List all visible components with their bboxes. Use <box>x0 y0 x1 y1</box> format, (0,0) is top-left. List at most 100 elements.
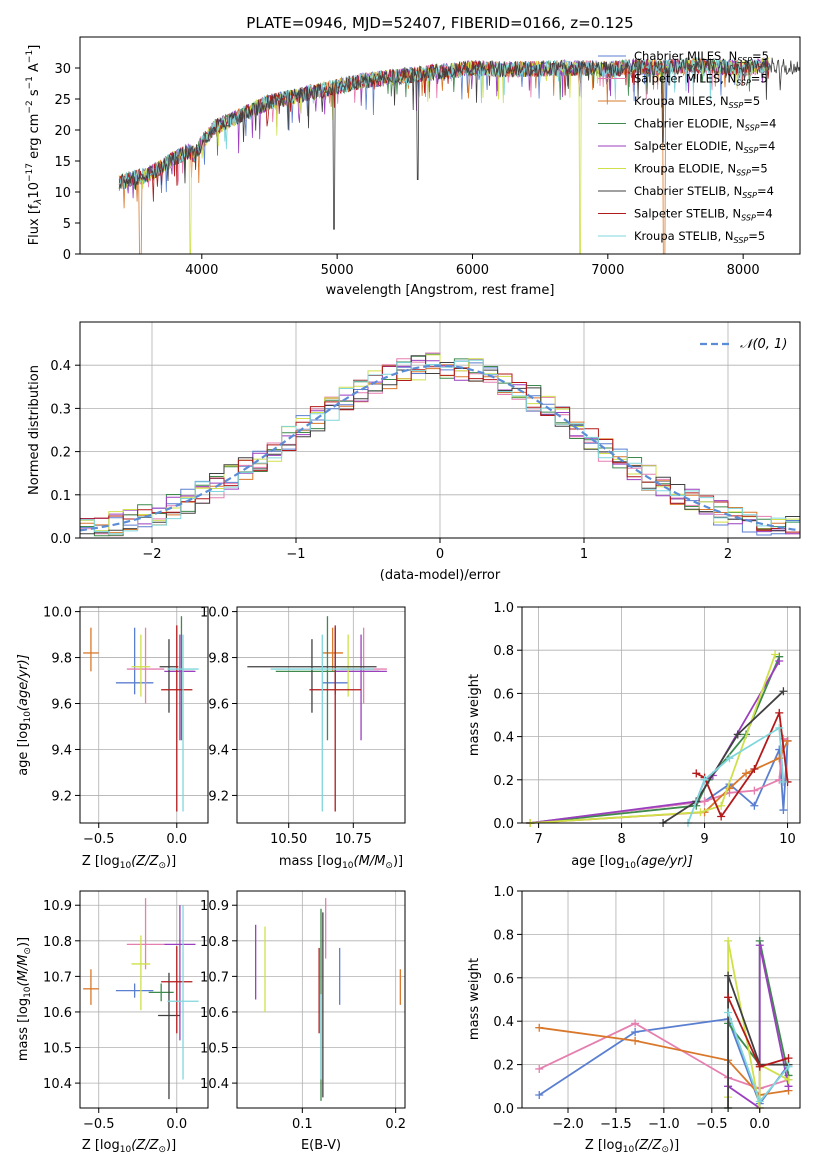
weight-series-line <box>530 660 781 824</box>
y-tick-label: 9.2 <box>208 789 229 804</box>
spectrum-series-line <box>118 56 770 255</box>
y-tick-label: 0.4 <box>493 1015 514 1030</box>
x-tick-label: 7000 <box>591 263 624 278</box>
y-tick-label: 5 <box>63 217 71 232</box>
axes-frame <box>521 890 801 1109</box>
z-age-y-label: age [log10(age/yr)] <box>16 654 33 776</box>
y-tick-label: 10.7 <box>43 970 72 985</box>
y-tick-label: 9.8 <box>51 652 72 667</box>
weight-point-marker <box>631 1036 640 1045</box>
weight-point-marker <box>733 730 742 739</box>
z-mass-y-label: mass [log10(M/M⊙)] <box>16 937 33 1061</box>
y-tick-label: 10 <box>54 186 71 201</box>
y-tick-label: 15 <box>54 155 71 170</box>
ebv-x-label: E(B-V) <box>301 1138 341 1153</box>
x-tick-label: 10.50 <box>270 832 307 847</box>
weight-point-marker <box>784 1054 793 1063</box>
weight-point-marker <box>535 1064 544 1073</box>
spectrum-x-label: wavelength [Angstrom, rest frame] <box>326 283 555 298</box>
legend-entry: Salpeter MILES, NSSP=5 <box>634 72 768 88</box>
z-age-x-label: Z [log10(Z/Z⊙)] <box>82 854 176 871</box>
y-tick-label: 30 <box>54 62 71 77</box>
x-tick-label: 2 <box>724 547 732 562</box>
y-tick-label: 10.4 <box>200 1077 229 1092</box>
weight-point-marker <box>775 708 784 717</box>
weight-point-marker <box>725 754 734 763</box>
weight-point-marker <box>784 1075 793 1084</box>
y-tick-label: 10.9 <box>43 899 72 914</box>
y-tick-label: 10.6 <box>200 1006 229 1021</box>
y-tick-label: 0.0 <box>50 532 71 547</box>
spectrum-title: PLATE=0946, MJD=52407, FIBERID=0166, z=0… <box>246 14 633 32</box>
axes-frame <box>236 606 406 824</box>
legend-entry: Chabrier ELODIE, NSSP=4 <box>634 117 776 133</box>
x-tick-label: −0.5 <box>83 1117 115 1132</box>
spectrum-lines <box>118 56 801 255</box>
spectrum-axes-frame <box>79 36 801 255</box>
weight-point-marker <box>771 650 780 659</box>
weight-point-marker <box>724 971 733 980</box>
x-tick-label: 0 <box>436 547 444 562</box>
y-tick-label: 0.0 <box>493 817 514 832</box>
normal-curve <box>79 364 801 532</box>
x-tick-label: −1.0 <box>648 1117 680 1132</box>
x-tick-label: −1.5 <box>600 1117 632 1132</box>
y-tick-label: 0.6 <box>493 972 514 987</box>
weight-point-marker <box>742 769 751 778</box>
residual-y-label: Normed distribution <box>27 365 42 495</box>
legend-entry: Kroupa ELODIE, NSSP=5 <box>634 162 768 178</box>
z-weight-panel: −2.0 −1.5 −1.0 −0.5 0.0 0.0 0.2 0.4 0.6 0.8 1.0 <box>493 885 801 1132</box>
weight-point-marker <box>775 775 784 784</box>
y-tick-label: 0.0 <box>493 1102 514 1117</box>
x-tick-label: −0.5 <box>696 1117 728 1132</box>
x-tick-label: 0.0 <box>166 832 187 847</box>
y-tick-label: 9.6 <box>208 698 229 713</box>
z-weight-x-label: Z [log10(Z/Z⊙)] <box>585 1138 679 1155</box>
weight-series-line <box>727 975 789 1108</box>
spectrum-ticks: 4000 5000 6000 7000 8000 0 5 10 15 20 25 30 <box>54 62 759 278</box>
x-tick-label: −0.5 <box>83 832 115 847</box>
weight-point-marker <box>717 801 726 810</box>
weight-point-marker <box>724 936 733 945</box>
legend-entry: Kroupa MILES, NSSP=5 <box>634 94 760 110</box>
x-tick-label: 9 <box>700 832 708 847</box>
legend-entry: Salpeter STELIB, NSSP=4 <box>634 207 773 223</box>
weight-point-marker <box>700 797 709 806</box>
y-tick-label: 0.8 <box>493 928 514 943</box>
weight-point-marker <box>750 801 759 810</box>
x-tick-label: 0.0 <box>166 1117 187 1132</box>
y-tick-label: 10.8 <box>200 935 229 950</box>
spectrum-series-line <box>118 58 770 202</box>
y-tick-label: 10.4 <box>43 1077 72 1092</box>
y-tick-label: 25 <box>54 93 71 108</box>
y-tick-label: 10.6 <box>43 1006 72 1021</box>
weight-point-marker <box>783 736 792 745</box>
x-tick-label: 0.1 <box>292 1117 313 1132</box>
ebv-mass-panel: 0.1 0.2 10.4 10.5 10.6 10.7 10.8 10.9 <box>200 890 406 1132</box>
weight-point-marker <box>700 775 709 784</box>
weight-point-marker <box>631 1028 640 1037</box>
y-tick-label: 0.3 <box>50 402 71 417</box>
x-tick-label: −2 <box>142 547 161 562</box>
y-tick-label: 0.8 <box>493 644 514 659</box>
y-tick-label: 10.7 <box>200 970 229 985</box>
residual-x-label: (data-model)/error <box>380 568 501 583</box>
weight-point-marker <box>775 723 784 732</box>
spectrum-series-line <box>118 56 770 255</box>
weight-point-marker <box>779 806 788 815</box>
spectrum-series-line <box>118 57 801 230</box>
z-weight-y-label: mass weight <box>467 958 482 1040</box>
y-tick-label: 10.9 <box>200 899 229 914</box>
y-tick-label: 9.8 <box>208 652 229 667</box>
x-tick-label: 10.75 <box>335 832 372 847</box>
x-tick-label: 10 <box>779 832 796 847</box>
weight-point-marker <box>631 1019 640 1028</box>
y-tick-label: 10.5 <box>43 1042 72 1057</box>
x-tick-label: 8000 <box>727 263 760 278</box>
weight-point-marker <box>775 657 784 665</box>
weight-series-line <box>727 945 790 1110</box>
weight-point-marker <box>535 1090 544 1099</box>
residual-panel: −2 −1 0 1 2 0.0 0.1 0.2 0.3 0.4 (data-model)/erro… <box>27 321 801 583</box>
weight-series-line <box>530 740 789 824</box>
age-weight-panel: 7 8 9 10 0.0 0.2 0.4 0.6 0.8 1.0 <box>493 601 801 847</box>
